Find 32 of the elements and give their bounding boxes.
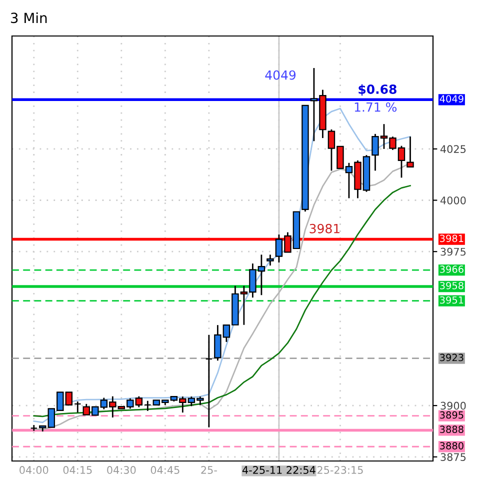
- ref-line-label: 3958: [440, 282, 464, 290]
- ref-line-label: 4049: [440, 95, 464, 102]
- annotation: 4049: [265, 70, 296, 80]
- x-tick-label: 04:00: [20, 466, 48, 474]
- candlestick: [30, 424, 38, 432]
- x-tick-label: 25-23:15: [317, 466, 363, 474]
- y-tick-label: 3900: [440, 402, 466, 410]
- ref-line-label: 3895: [440, 411, 464, 419]
- chart-title: 3 Min: [10, 12, 47, 24]
- candlestick: [144, 400, 152, 412]
- x-tick-label: 04:30: [107, 466, 136, 474]
- x-tick-label: 4-25-11 22:54: [242, 466, 316, 474]
- text: 3981: [440, 234, 464, 242]
- ref-line-label: 3951: [440, 296, 464, 304]
- ref-line-label: 3966: [440, 266, 464, 273]
- y-tick-label: 3975: [440, 248, 466, 256]
- ref-line-label: 3981: [310, 224, 340, 234]
- annotation: $0.68: [358, 84, 396, 96]
- candlestick: [74, 400, 82, 414]
- ref-line-label: 3880: [440, 442, 464, 450]
- x-tick-label: 04:45: [150, 466, 180, 474]
- candlestick: [205, 334, 213, 428]
- ref-line-label: 3888: [440, 426, 464, 434]
- ref-line-label: 3923: [440, 354, 464, 362]
- y-tick-label: 3875: [440, 453, 466, 461]
- x-tick-label: 25-: [201, 466, 217, 474]
- y-tick-label: 4025: [440, 145, 466, 154]
- annotation: 1.71 %: [354, 102, 397, 112]
- y-tick-label: 4000: [440, 196, 466, 204]
- x-tick-label: 04:15: [63, 466, 92, 474]
- candlestick: [266, 254, 274, 266]
- candlestick: [406, 136, 414, 168]
